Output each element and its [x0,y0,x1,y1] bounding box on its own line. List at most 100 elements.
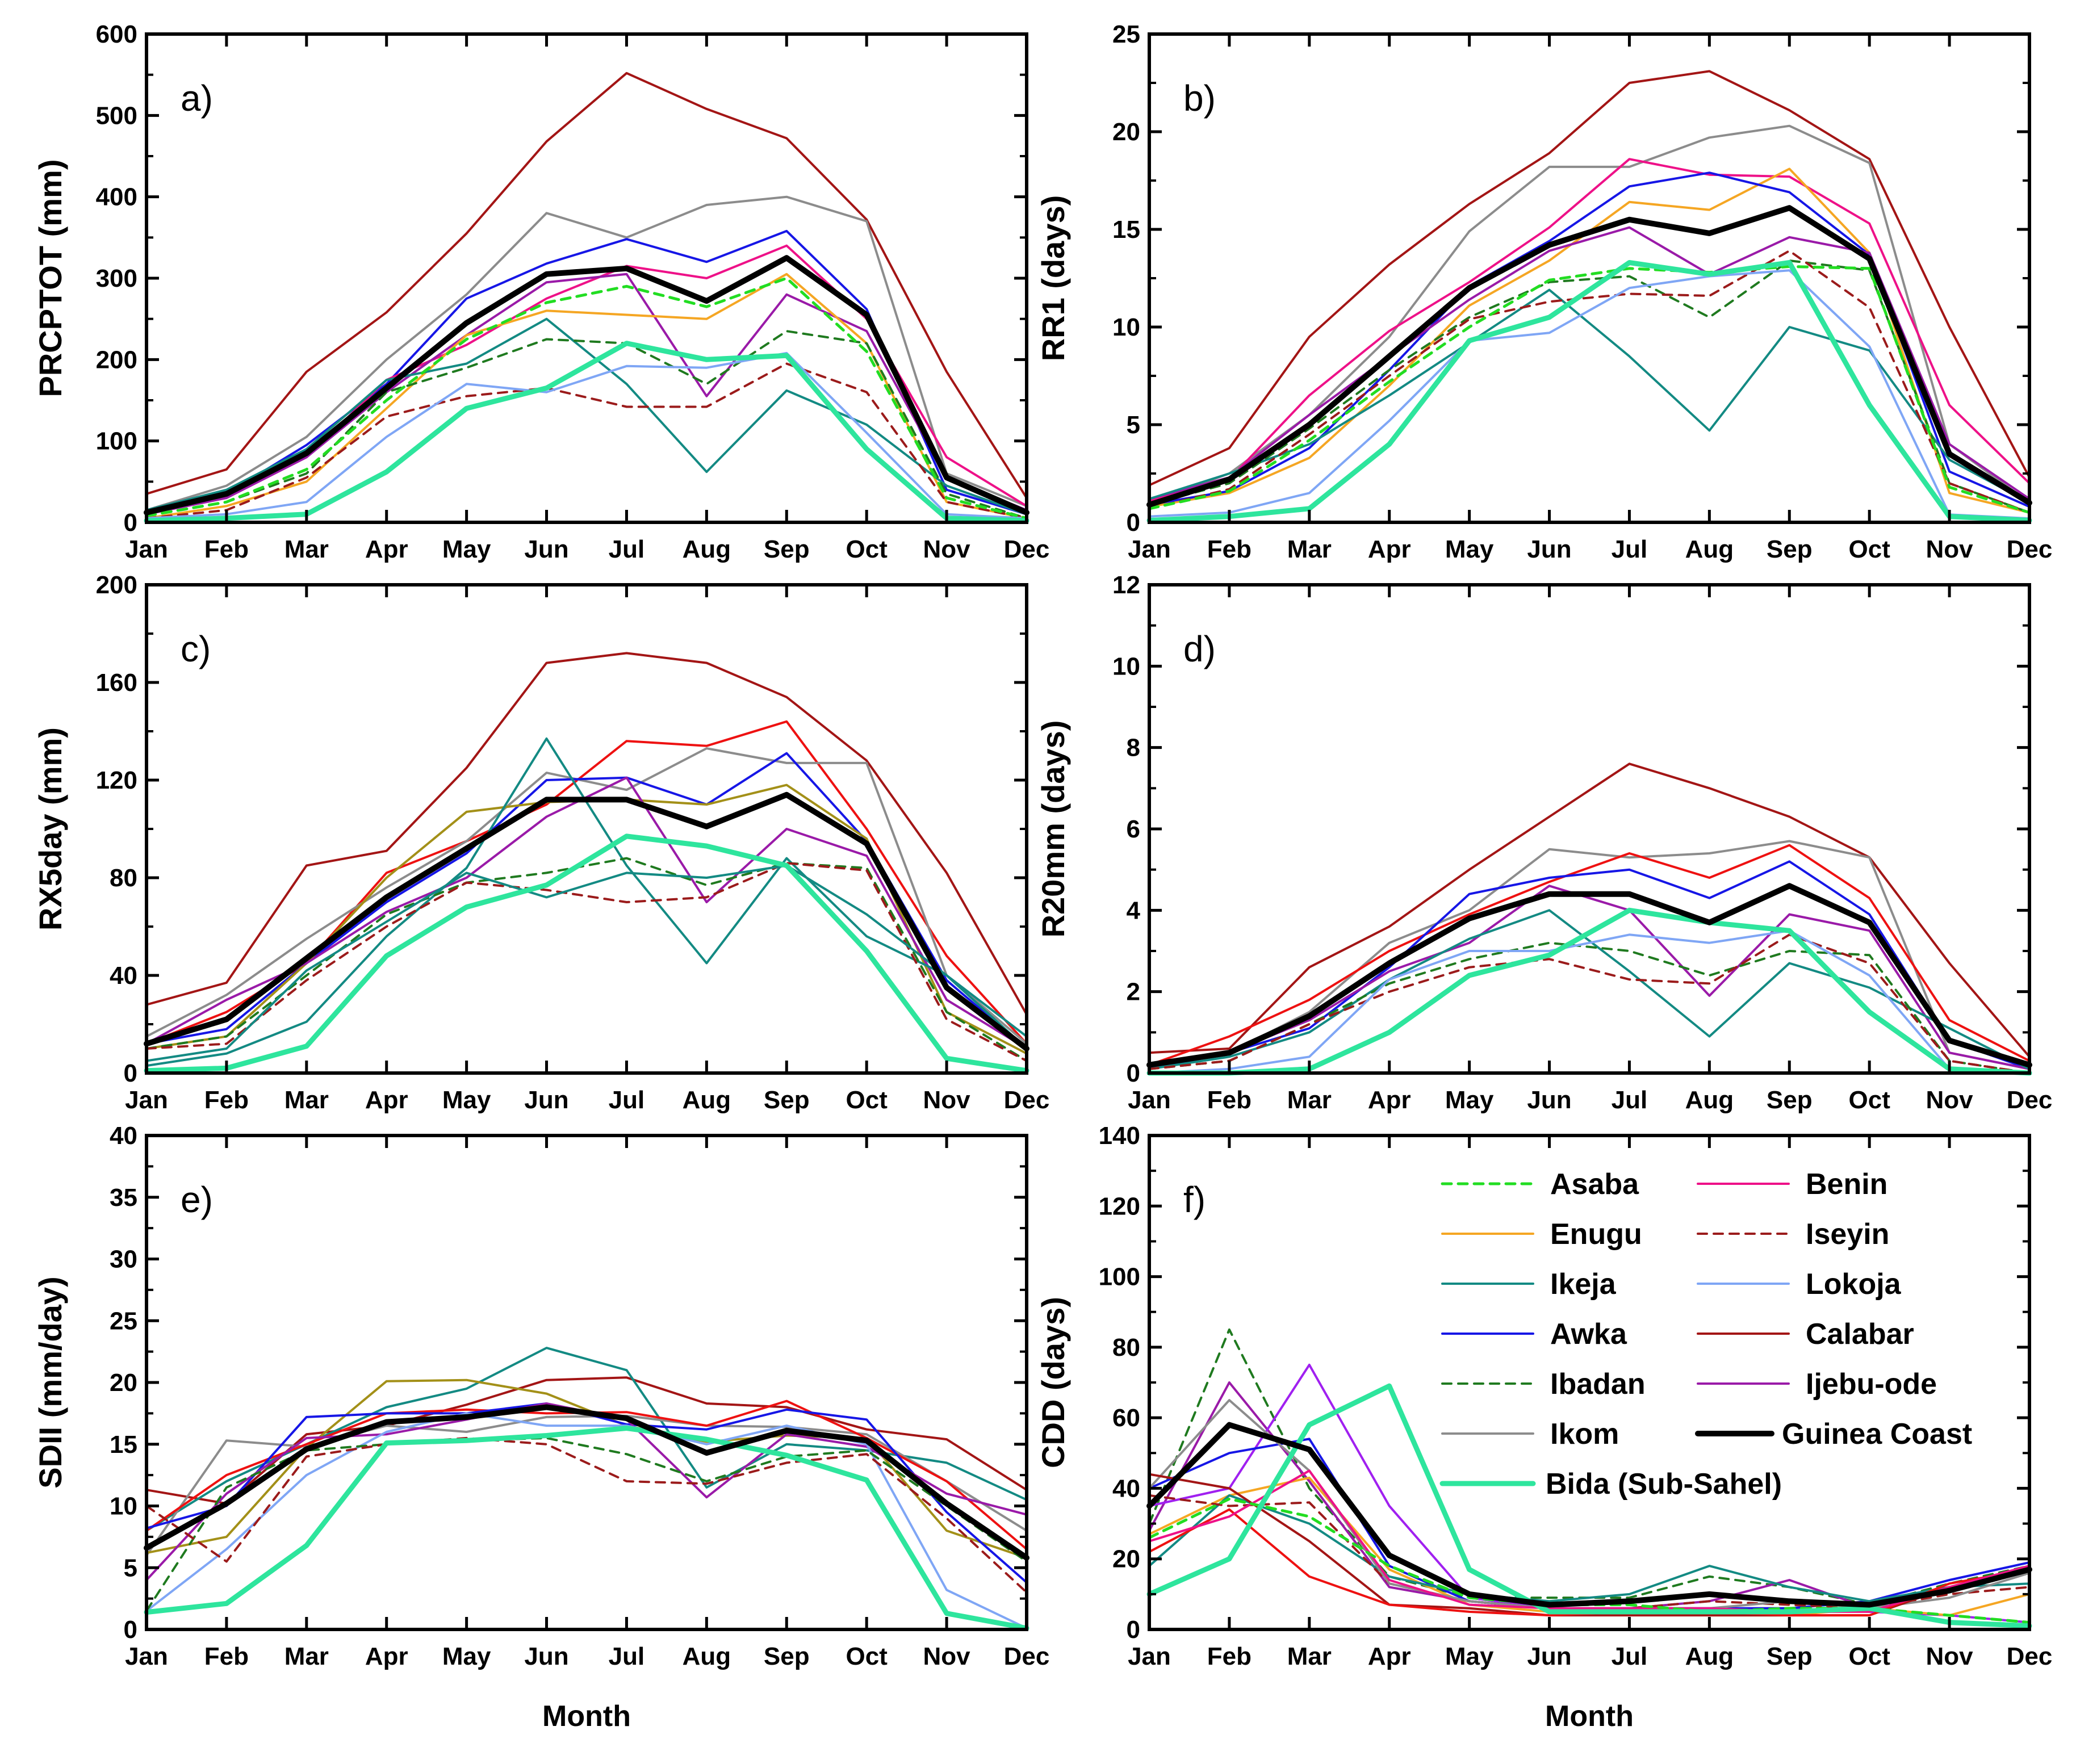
x-tick-label: Apr [365,1643,408,1670]
x-tick-label: Mar [284,1643,329,1670]
series-line-iseyin [145,362,1028,519]
series-line-ijebu-ode [1148,885,2031,1070]
x-tick-label: Mar [1287,1643,1332,1670]
y-tick-label: 500 [96,102,137,129]
x-tick-label: Jan [125,1086,168,1114]
x-tick-label: Nov [923,535,971,563]
legend-label-benin: Benin [1806,1168,1887,1201]
x-tick-label: Feb [1207,1643,1252,1670]
panel-c: 0 40 80 120 160 200 Jan Feb Mar Apr May Jun Jul Aug Se… [32,571,1049,1114]
series-line-ikeja [1148,1494,2031,1603]
series-line-ibadan [145,1436,1028,1612]
x-tick-label: Nov [1926,535,1974,563]
x-tick-label: Dec [1004,1643,1050,1670]
y-tick-label: 140 [1099,1122,1140,1150]
legend-label-ikom: Ikom [1550,1418,1619,1451]
x-tick-label: Apr [365,1086,408,1114]
x-tick-label: Jul [1612,1643,1648,1670]
series-line-guinea-coast [144,791,1029,1051]
series-line-ikeja [145,317,1028,516]
panel-e: 0 5 10 15 20 25 30 35 40 Jan Feb Mar Apr May Jun Jul Aug… [32,1122,1049,1733]
series-line-ikom [1148,840,2031,1070]
y-tick-label: 100 [1099,1263,1140,1291]
y-tick-label: 120 [1099,1192,1140,1220]
series-line-ikom [145,747,1028,1045]
series-line-ibadan [145,857,1028,1062]
panel-label: d) [1183,628,1216,669]
panel-d: 0 2 4 6 8 10 12 Jan Feb Mar Apr May Jun Jul Aug Sep Oct N… [1035,571,2052,1114]
legend-label-iseyin: Iseyin [1806,1218,1889,1251]
y-tick-label: 600 [96,20,137,48]
y-tick-label: 10 [1112,652,1140,680]
y-tick-label: 5 [1127,411,1140,439]
x-tick-label: May [442,1643,491,1670]
x-tick-label: Aug [683,535,731,563]
y-tick-label: 300 [96,265,137,292]
y-tick-label: 25 [110,1307,137,1335]
x-tick-label: Dec [2007,1086,2053,1114]
x-tick-label: Jul [1612,535,1648,563]
series-line-lokoja [145,351,1028,519]
x-tick-label: Sep [1767,1086,1813,1114]
x-tick-label: Dec [1004,535,1050,563]
y-tick-label: 10 [110,1493,137,1520]
y-tick-label: 12 [1112,571,1140,599]
x-tick-label: Sep [1767,535,1813,563]
x-tick-label: Dec [2007,535,2053,563]
y-tick-label: 120 [96,766,137,794]
x-tick-label: Feb [204,1643,249,1670]
x-tick-label: Jun [524,1086,568,1114]
x-tick-label: Mar [284,535,329,563]
y-axis-label: RR1 (days) [1035,195,1071,362]
x-tick-label: Jan [1128,1643,1171,1670]
series-line-guinea-coast [144,255,1029,516]
y-axis-label: RX5day (mm) [32,727,68,931]
x-tick-label: Apr [1368,1643,1411,1670]
legend-label-enugu: Enugu [1550,1218,1642,1251]
series-line-enugu [145,273,1028,519]
series-line-calabar [1148,70,2031,487]
series-line-calabar [1148,762,2031,1058]
series-line-ikom [145,1414,1028,1557]
x-tick-label: Jun [1527,1643,1571,1670]
x-tick-label: Mar [1287,535,1332,563]
y-tick-label: 0 [1127,1059,1140,1087]
x-axis-label: Month [1545,1700,1634,1733]
y-tick-label: 160 [96,669,137,697]
x-tick-label: May [442,1086,491,1114]
x-tick-label: Jul [609,1086,645,1114]
y-tick-label: 35 [110,1184,137,1212]
x-tick-label: Oct [846,1643,888,1670]
legend-label-guinea-coast: Guinea Coast [1782,1418,1972,1451]
y-axis-label: CDD (days) [1035,1297,1071,1468]
series-line-iseyin [1148,249,2031,514]
x-tick-label: Jul [609,1643,645,1670]
x-tick-label: Jun [524,1643,568,1670]
x-tick-label: Jan [1128,535,1171,563]
x-tick-label: May [442,535,491,563]
y-tick-label: 100 [96,428,137,455]
x-tick-label: Jun [1527,1086,1571,1114]
x-tick-label: Nov [923,1086,971,1114]
y-tick-label: 0 [124,1616,137,1644]
y-tick-label: 0 [1127,509,1140,537]
series-line-guinea-coast [144,1404,1029,1561]
legend-label-calabar: Calabar [1806,1318,1914,1351]
y-tick-label: 40 [110,962,137,990]
x-tick-label: Jun [1527,535,1571,563]
series-line-bida-sub-sahel [1146,907,2032,1076]
series-line-red [1148,844,2031,1066]
x-tick-label: Jul [609,535,645,563]
x-tick-label: Jan [125,535,168,563]
legend-label-lokoja: Lokoja [1806,1268,1902,1301]
legend: Asaba Enugu Ikeja Awka Ibadan Ikom Bida (Sub-S… [1439,1168,1972,1501]
y-tick-label: 40 [110,1122,137,1150]
x-tick-label: Oct [1849,1086,1891,1114]
series-line-bida-sub-sahel [144,833,1029,1074]
panel-label: e) [181,1179,213,1220]
y-tick-label: 0 [1127,1616,1140,1644]
series-line-calabar [145,652,1028,1016]
x-tick-label: Oct [846,1086,888,1114]
